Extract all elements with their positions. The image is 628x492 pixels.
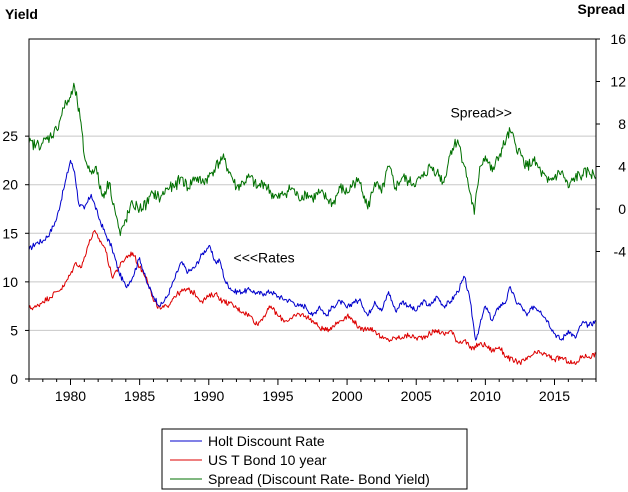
left-tick-label: 0 <box>10 371 18 387</box>
left-tick-label: 5 <box>10 322 18 338</box>
legend: Holt Discount Rate US T Bond 10 year Spr… <box>161 428 468 490</box>
right-tick-label: 12 <box>610 74 626 90</box>
gridlines <box>29 135 596 331</box>
right-tick-label: -4 <box>614 244 627 260</box>
legend-label-bond: US T Bond 10 year <box>208 452 327 468</box>
legend-label-spread: Spread (Discount Rate- Bond Yield) <box>208 471 430 487</box>
x-axis: 1980 1985 1990 1995 2000 2005 2010 2015 <box>28 379 597 404</box>
right-tick-label: 8 <box>618 116 626 132</box>
plot-frame <box>28 38 597 380</box>
left-y-axis: 0 5 10 15 20 25 <box>2 128 29 387</box>
right-tick-label: 16 <box>610 31 626 47</box>
left-tick-label: 15 <box>2 225 18 241</box>
x-tick-label: 2000 <box>331 388 362 404</box>
left-axis-title: Yield <box>5 6 38 22</box>
legend-box <box>161 428 468 490</box>
x-tick-label: 2015 <box>539 388 570 404</box>
x-tick-label: 2010 <box>470 388 501 404</box>
right-tick-label: 4 <box>618 159 626 175</box>
annotation-0: Spread>> <box>450 105 512 121</box>
x-tick-label: 2005 <box>401 388 432 404</box>
left-tick-label: 20 <box>2 177 18 193</box>
x-tick-label: 1980 <box>55 388 86 404</box>
left-tick-label: 10 <box>2 274 18 290</box>
series-line-2 <box>28 82 597 237</box>
annotations: Spread>> <<<Rates <box>234 105 512 266</box>
series-line-1 <box>28 229 597 366</box>
annotation-1: <<<Rates <box>234 249 295 265</box>
legend-label-holt: Holt Discount Rate <box>208 433 325 449</box>
series-line-0 <box>28 159 596 341</box>
x-tick-label: 1985 <box>124 388 155 404</box>
right-axis-title: Spread <box>578 1 625 17</box>
right-tick-label: 0 <box>618 201 626 217</box>
x-tick-label: 1995 <box>262 388 293 404</box>
right-y-axis: -4 0 4 8 12 16 <box>596 31 626 260</box>
series-layer <box>28 82 597 366</box>
x-tick-label: 1990 <box>193 388 224 404</box>
left-tick-label: 25 <box>2 128 18 144</box>
